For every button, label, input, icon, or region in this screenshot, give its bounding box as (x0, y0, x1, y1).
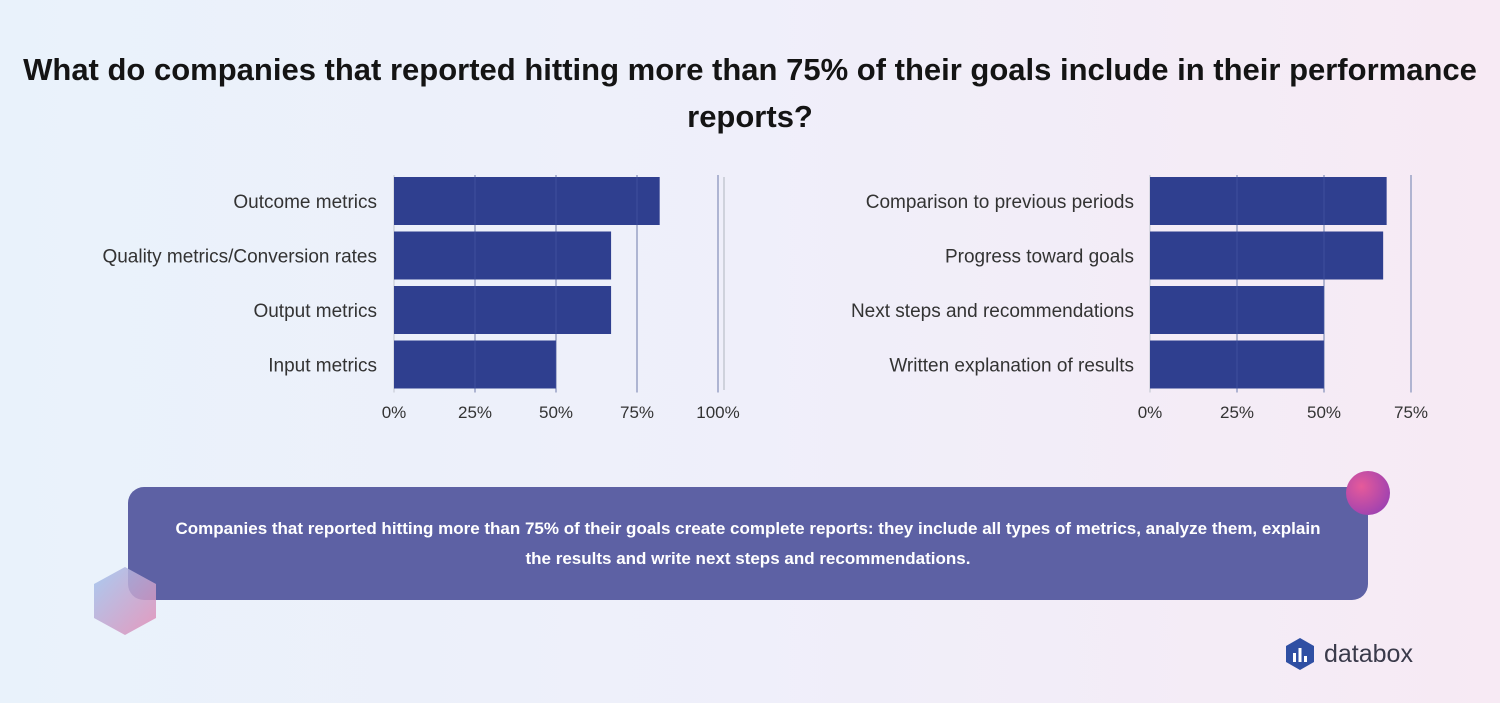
tick-label: 50% (1307, 403, 1341, 422)
left-bar-chart: Outcome metrics Quality metrics/Conversio… (102, 175, 740, 422)
tick-label: 0% (1138, 403, 1163, 422)
tick-label: 25% (1220, 403, 1254, 422)
databox-logo-icon (1286, 638, 1314, 670)
tick-label: 0% (382, 403, 407, 422)
bar (394, 177, 660, 225)
tick-label: 75% (620, 403, 654, 422)
tick-label: 25% (458, 403, 492, 422)
category-label: Written explanation of results (889, 356, 1134, 377)
category-label: Comparison to previous periods (866, 192, 1134, 213)
databox-brand[interactable]: databox (1284, 636, 1413, 672)
bar (1150, 231, 1384, 280)
category-label: Next steps and recommendations (851, 301, 1134, 322)
chart-divider (723, 177, 725, 390)
bar (394, 286, 612, 334)
tick-label: 50% (539, 403, 573, 422)
bar (1150, 177, 1387, 225)
category-label: Progress toward goals (945, 247, 1134, 268)
tick-label: 75% (1394, 403, 1428, 422)
category-label: Output metrics (253, 301, 377, 322)
category-label: Quality metrics/Conversion rates (102, 247, 377, 268)
right-bar-chart: Comparison to previous periods Progress t… (851, 175, 1428, 422)
summary-callout-text: Companies that reported hitting more tha… (175, 518, 1321, 568)
hexagon-decoration-icon (94, 567, 156, 635)
chart-title: What do companies that reported hitting … (23, 52, 1477, 134)
bar (394, 231, 612, 280)
summary-callout: Companies that reported hitting more tha… (128, 487, 1368, 600)
tick-label: 100% (696, 403, 739, 422)
brand-name: databox (1324, 639, 1413, 668)
circle-decoration-icon (1346, 471, 1390, 515)
category-label: Input metrics (268, 356, 377, 377)
category-label: Outcome metrics (233, 192, 377, 213)
